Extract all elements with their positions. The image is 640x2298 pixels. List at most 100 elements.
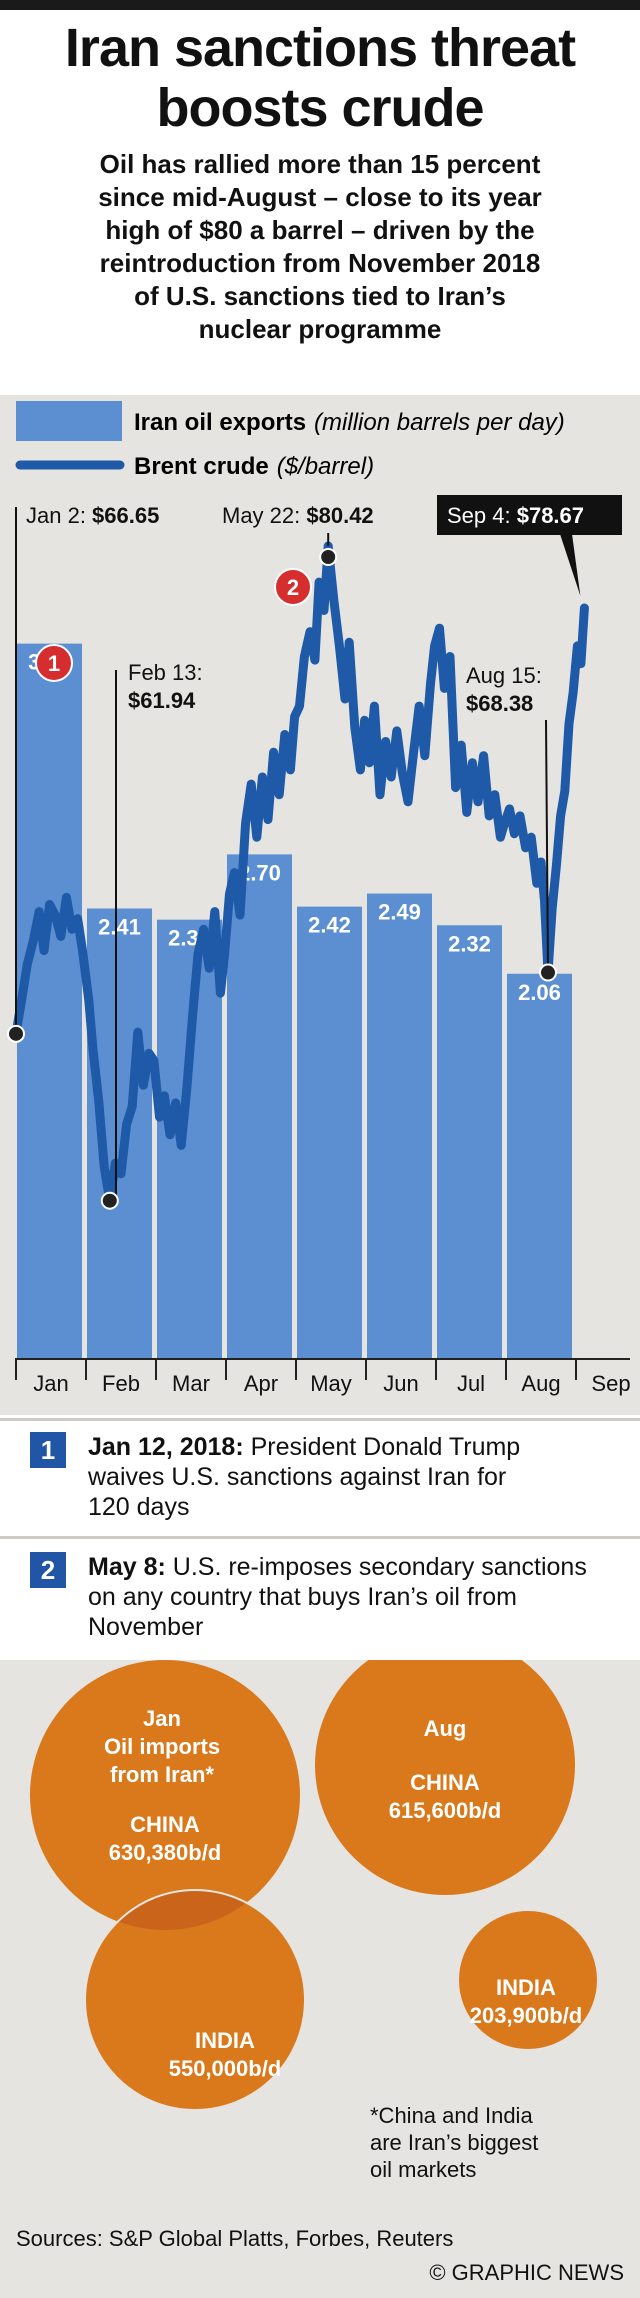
annotation-may22: May 22: $80.42 [222,503,374,528]
title-line: boosts crude [156,78,484,138]
divider [0,1536,640,1539]
x-tick-label: Jul [457,1371,485,1396]
note-text: May 8: U.S. re-imposes secondary sanctio… [88,1552,628,1642]
bubble-chart: Jan Oil imports from Iran* CHINA 630,380… [30,1635,599,2182]
annotation-dot [319,548,338,566]
legend-brent-unit: ($/barrel) [277,453,374,480]
divider [0,1418,640,1421]
subtitle-line: nuclear programme [198,314,442,344]
annotation-aug15-value: $68.38 [466,691,533,716]
note-line: waives U.S. sanctions against Iran for [88,1463,507,1491]
aug-india-country: INDIA [496,1975,556,2000]
x-tick-label: Jun [383,1371,418,1396]
event-marker [274,568,312,606]
chart: Iran oil exports (million barrels per day… [7,401,631,1396]
bubble-aug-india [458,1910,598,2050]
bubble-panel: Jan Oil imports from Iran* CHINA 630,380… [0,1635,640,2215]
annotation-sep4-pointer [560,534,581,596]
note-date: Jan 12, 2018: [88,1433,244,1461]
x-tick-label: Sep [591,1371,630,1396]
x-tick-label: Mar [172,1371,210,1396]
title-line: Iran sanctions threat [64,18,576,78]
jan-india-value: 550,000b/d [169,2056,282,2081]
annotation-sep4-box [437,495,622,535]
subtitle-line: of U.S. sanctions tied to Iran’s [134,281,506,311]
footnote-line: oil markets [370,2157,476,2182]
annotation-dot [7,1024,25,1043]
annotation-dot [539,963,557,982]
footnote-line: are Iran’s biggest [370,2130,538,2155]
event-marker-label: 1 [48,651,60,676]
x-tick-label: Jan [33,1371,68,1396]
bar-value-label: 2.06 [518,980,561,1005]
jan-heading-line: from Iran* [110,1762,214,1787]
note-text: Jan 12, 2018: President Donald Trump wai… [88,1432,628,1522]
bubble-outline [457,1909,599,2051]
subtitle-line: Oil has rallied more than 15 percent [99,149,541,179]
legend-exports-label: Iran oil exports [134,409,306,436]
sources: Sources: S&P Global Platts, Forbes, Reut… [16,2226,454,2251]
export-bar [437,925,502,1358]
x-tick-label: Apr [244,1371,278,1396]
note-line: 120 days [88,1493,190,1521]
export-bar [87,908,152,1358]
aug-heading: Aug [424,1716,467,1741]
note-2: 2 May 8: U.S. re-imposes secondary sanct… [30,1552,610,1642]
bubble-outline [84,1889,306,2111]
note-1: 1 Jan 12, 2018: President Donald Trump w… [30,1432,610,1522]
note-line: on any country that buys Iran’s oil from [88,1583,517,1611]
export-bar [507,973,572,1358]
jan-china-country: CHINA [130,1812,200,1837]
export-bar [367,893,432,1358]
aug-china-country: CHINA [410,1770,480,1795]
legend-bar-swatch [16,401,122,441]
subtitle-line: reintroduction from November 2018 [99,248,541,278]
annotation-sep4: Sep 4: $78.67 [447,503,584,528]
annotation-dot [100,1191,119,1210]
x-tick-label: Aug [521,1371,560,1396]
bubble-aug-china [315,1635,575,1895]
jan-heading-line: Jan [143,1706,181,1731]
aug-china-value: 615,600b/d [389,1798,502,1823]
jan-heading-line: Oil imports [104,1734,220,1759]
bar-value-label: 2.49 [378,900,421,925]
footnote-line: *China and India [370,2103,533,2128]
bar-value-label: 2.41 [98,914,141,939]
note-number-badge: 1 [30,1432,66,1468]
annotation-leader [545,719,549,973]
jan-china-value: 630,380b/d [109,1840,222,1865]
page-title: Iran sanctions threat boosts crude [0,18,640,138]
bubble-jan-india [85,1890,305,2110]
note-number-badge: 2 [30,1552,66,1588]
legend-exports: Iran oil exports (million barrels per day… [134,409,565,436]
copyright: © GRAPHIC NEWS [429,2260,624,2285]
annotation-jan2: Jan 2: $66.65 [26,503,159,528]
export-bar [157,919,222,1358]
export-bar [297,906,362,1358]
event-marker-label: 2 [287,575,299,600]
legend-brent-label: Brent crude [134,453,269,480]
jan-india-country: INDIA [195,2028,255,2053]
subtitle-line: since mid-August – close to its year [98,182,542,212]
export-bar [17,643,82,1358]
annotation-feb13-label: Feb 13: [128,660,203,685]
export-bar [227,854,292,1358]
footer [0,2215,640,2298]
event-marker [35,644,73,682]
annotation-aug15-label: Aug 15: [466,663,542,688]
annotation-feb13-value: $61.94 [128,688,196,713]
legend-brent: Brent crude ($/barrel) [134,453,374,480]
top-bar [0,0,640,10]
subtitle-line: high of $80 a barrel – driven by the [105,215,535,245]
bubble-jan-china [30,1660,300,1930]
x-tick-label: Feb [102,1371,140,1396]
bar-value-label: 2.42 [308,913,351,938]
note-line: President Donald Trump [250,1433,521,1461]
subtitle: Oil has rallied more than 15 percent sin… [20,148,620,346]
aug-india-value: 203,900b/d [470,2003,583,2028]
x-tick-label: May [310,1371,352,1396]
note-line: U.S. re-imposes secondary sanctions [172,1553,587,1581]
bar-value-label: 2.32 [448,931,491,956]
note-line: November [88,1613,204,1641]
legend-exports-unit: (million barrels per day) [314,409,565,436]
